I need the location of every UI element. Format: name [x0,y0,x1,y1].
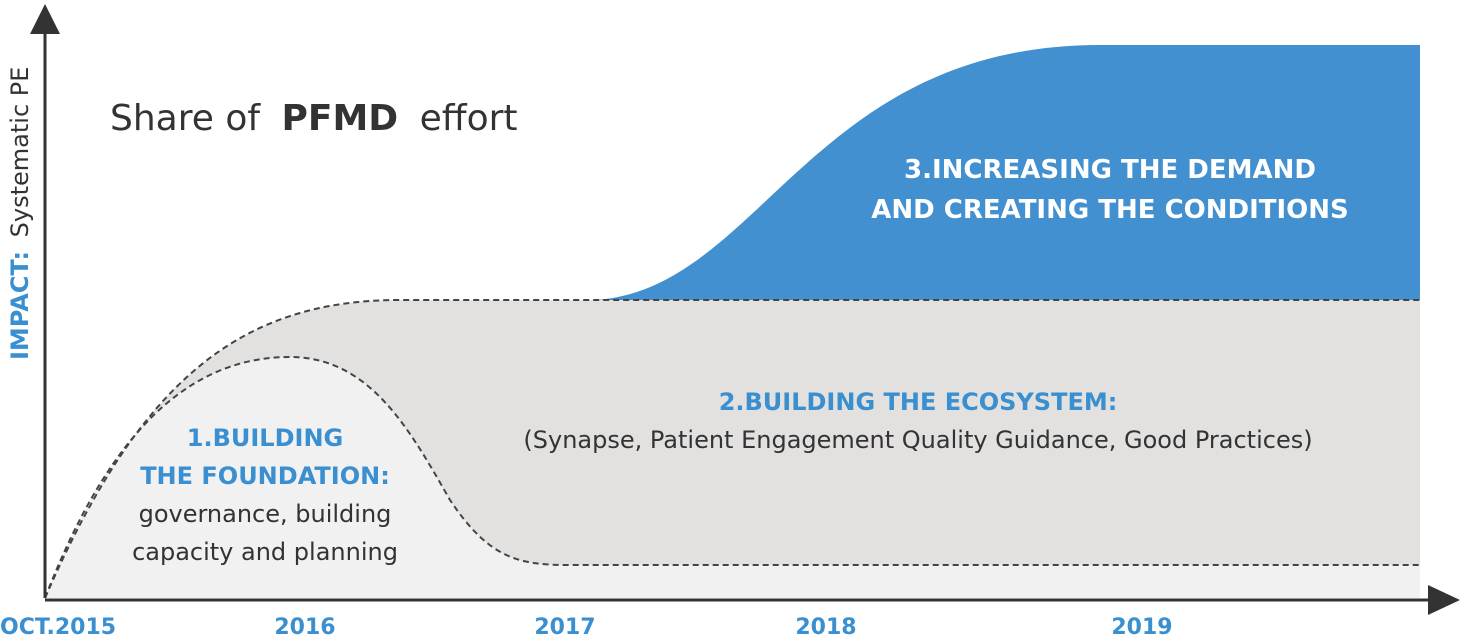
area-heading: 2.BUILDING THE ECOSYSTEM: [719,388,1118,416]
title-tail: effort [420,98,518,139]
x-axis-label: 2016 [274,615,335,638]
x-axis-label: 2018 [795,615,856,638]
y-axis-bold: IMPACT: [6,251,34,360]
y-axis-arrow [30,4,60,34]
area-body: capacity and planning [132,538,398,566]
foundation-area [45,357,1420,598]
area-heading: 3.INCREASING THE DEMAND [904,155,1316,185]
title-lead: Share of [110,98,261,139]
y-axis-label: IMPACT: Systematic PE [6,67,34,360]
area-labels: 1.BUILDING THE FOUNDATION: governance, bui… [132,155,1349,566]
title-bold: PFMD [281,98,398,139]
ecosystem-border [44,299,1420,599]
area-body: governance, building [139,500,392,528]
area-heading: AND CREATING THE CONDITIONS [871,195,1349,225]
area-heading: THE FOUNDATION: [140,462,390,490]
x-axis-label: 2019 [1111,615,1172,638]
x-axis-arrow [1428,585,1460,615]
x-axis-label: 2017 [534,615,595,638]
area-body: (Synapse, Patient Engagement Quality Gui… [523,426,1312,454]
area-heading: 1.BUILDING [187,424,343,452]
x-axis-label: OCT.2015 [0,615,116,638]
title: Share of PFMD effort [110,98,518,139]
x-axis-labels: OCT.2015 2016 2017 2018 2019 [0,615,1173,638]
demand-area [595,45,1420,300]
y-axis-rest: Systematic PE [6,67,34,238]
